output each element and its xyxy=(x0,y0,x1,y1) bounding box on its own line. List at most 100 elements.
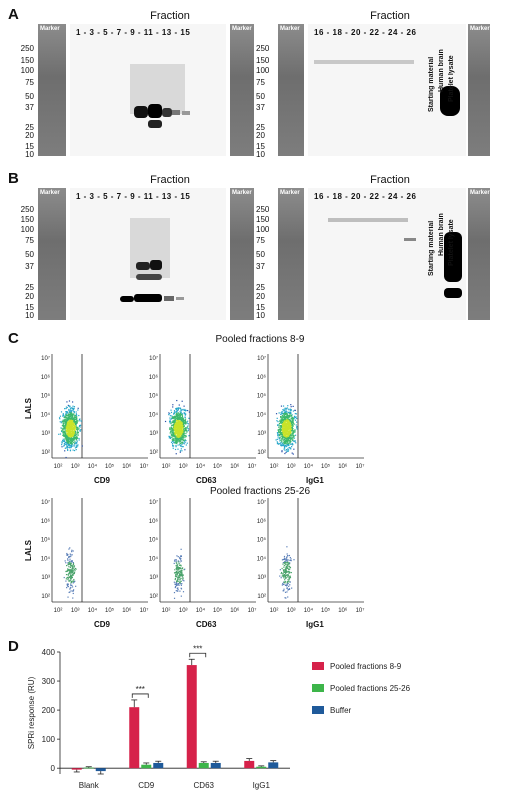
event-dot xyxy=(286,566,288,569)
event-dot xyxy=(173,424,175,426)
event-dot xyxy=(282,563,284,565)
flow-xlabel-cd63: CD63 xyxy=(196,620,217,629)
event-dot xyxy=(283,432,285,434)
event-dot xyxy=(285,568,287,570)
blot-b-left-gel xyxy=(70,188,226,320)
event-dot xyxy=(64,426,66,429)
event-dot xyxy=(68,576,70,579)
event-dot xyxy=(70,554,72,556)
event-dot xyxy=(288,579,290,581)
event-dot xyxy=(71,590,74,592)
event-dot xyxy=(287,420,289,422)
event-dot xyxy=(178,433,180,435)
event-dot xyxy=(62,421,65,423)
event-dot xyxy=(287,444,289,446)
event-dot xyxy=(280,425,283,428)
event-dot xyxy=(177,560,179,562)
event-dot xyxy=(285,571,287,573)
event-dot xyxy=(70,424,72,426)
event-dot xyxy=(170,433,172,435)
event-dot xyxy=(67,423,69,425)
event-dot xyxy=(284,577,287,579)
event-dot xyxy=(287,414,289,416)
event-dot xyxy=(75,433,77,435)
event-dot xyxy=(285,569,287,572)
event-dot xyxy=(71,444,73,446)
flow-xlabel-cd9: CD9 xyxy=(94,476,111,485)
mw-label: 100 xyxy=(256,66,270,75)
event-dot xyxy=(177,569,179,571)
event-dot xyxy=(277,430,280,432)
event-dot xyxy=(69,429,72,431)
event-dot xyxy=(283,581,285,583)
event-dot xyxy=(287,574,289,577)
event-dot xyxy=(180,568,182,570)
event-dot xyxy=(69,438,71,441)
flow-top-title: Pooled fractions 8-9 xyxy=(215,334,305,345)
event-dot xyxy=(182,426,184,428)
event-dot xyxy=(173,421,175,423)
event-dot xyxy=(70,432,72,435)
event-dot xyxy=(178,430,180,433)
event-dot xyxy=(72,570,74,573)
event-dot xyxy=(172,406,174,408)
event-dot xyxy=(65,416,67,418)
event-dot xyxy=(171,436,173,438)
event-dot xyxy=(286,585,288,587)
event-dot xyxy=(73,589,75,591)
event-dot xyxy=(285,422,287,424)
event-dot xyxy=(69,588,71,590)
event-dot xyxy=(293,430,295,432)
event-dot xyxy=(287,418,289,420)
event-dot xyxy=(59,421,61,423)
mw-label: 250 xyxy=(20,205,34,214)
event-dot xyxy=(184,435,186,437)
event-dot xyxy=(286,436,288,438)
event-dot xyxy=(283,408,285,410)
event-dot xyxy=(287,418,290,420)
event-dot xyxy=(173,434,175,436)
event-dot xyxy=(282,416,285,418)
event-dot xyxy=(70,425,72,428)
blot-b-left-title: Fraction xyxy=(150,174,190,186)
event-dot xyxy=(59,433,62,435)
event-dot xyxy=(68,435,71,437)
flow-x-tick: 10⁶ xyxy=(338,607,348,614)
flow-y-tick: 10² xyxy=(257,594,266,600)
bar xyxy=(129,707,140,769)
event-dot xyxy=(288,423,290,425)
event-dot xyxy=(68,435,70,438)
event-dot xyxy=(180,574,182,576)
lane-labels-b-left: 1 - 3 - 5 - 7 - 9 - 11 - 13 - 15 xyxy=(76,192,191,201)
event-dot xyxy=(291,444,294,446)
marker-lane: Marker xyxy=(38,188,66,320)
event-dot xyxy=(71,424,73,426)
event-dot xyxy=(182,578,184,580)
event-dot xyxy=(282,424,284,426)
event-dot xyxy=(282,569,284,571)
event-dot xyxy=(77,426,79,428)
event-dot xyxy=(71,431,73,433)
event-dot xyxy=(177,564,179,566)
event-dot xyxy=(182,577,184,579)
event-dot xyxy=(68,444,70,446)
event-dot xyxy=(174,421,176,423)
event-dot xyxy=(180,411,182,413)
event-dot xyxy=(176,575,178,578)
mw-label: 75 xyxy=(256,78,265,87)
event-dot xyxy=(177,427,179,429)
y-tick-label: 300 xyxy=(42,677,56,686)
blot-a-left-title: Fraction xyxy=(150,10,190,22)
event-dot xyxy=(65,421,67,424)
event-dot xyxy=(77,427,79,429)
event-dot xyxy=(169,436,171,438)
vlabel-platelet-lysate: Platelet lysate xyxy=(448,55,455,102)
event-dot xyxy=(76,420,78,422)
event-dot xyxy=(70,416,72,418)
event-dot xyxy=(177,437,179,439)
flow-x-tick: 10⁵ xyxy=(321,607,331,614)
event-dot xyxy=(288,588,291,590)
event-dot xyxy=(283,421,285,423)
mw-label: 50 xyxy=(25,250,34,259)
legend-swatch xyxy=(312,706,324,714)
